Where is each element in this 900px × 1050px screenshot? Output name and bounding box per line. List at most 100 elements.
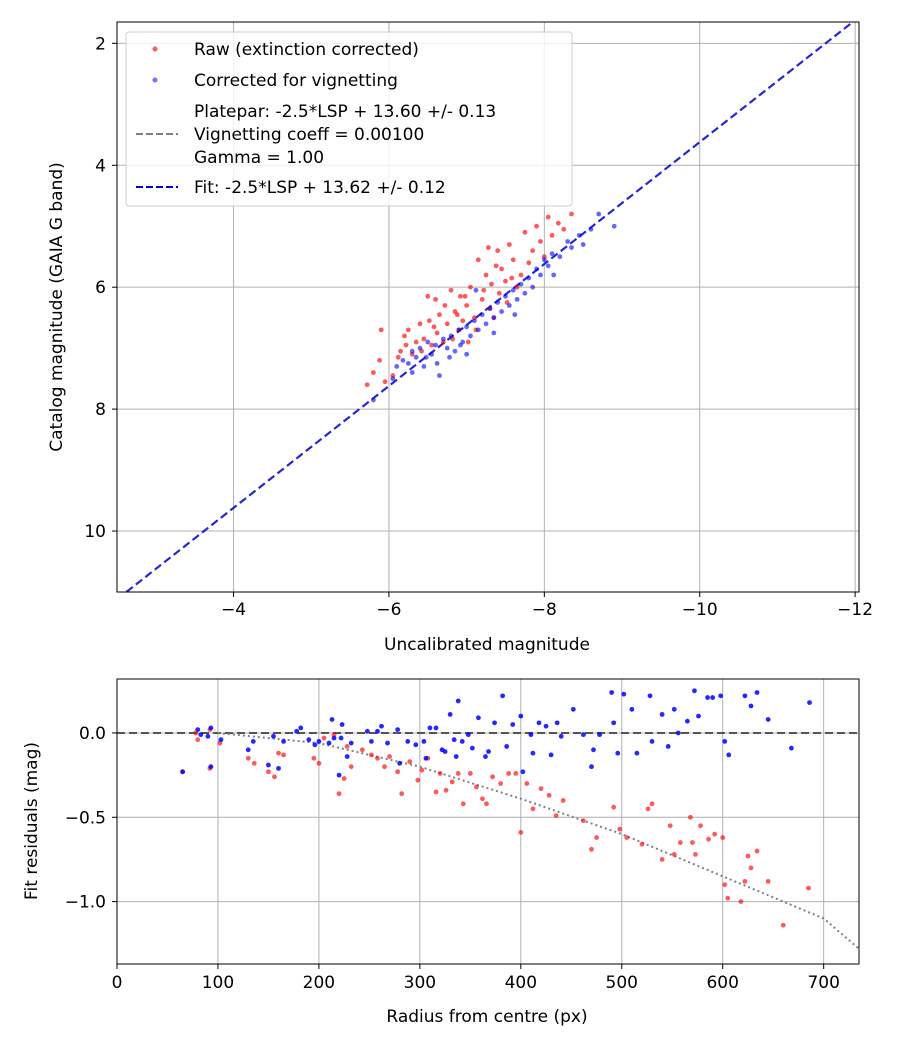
corrected-residual-point xyxy=(722,738,728,744)
corrected-residual-point xyxy=(492,720,497,726)
raw-residual-point xyxy=(745,853,751,859)
raw-point xyxy=(433,296,438,302)
corrected-point xyxy=(409,348,415,354)
raw-point xyxy=(526,260,532,266)
corrected-residual-point xyxy=(405,738,411,744)
raw-residual-point xyxy=(754,848,760,854)
corrected-residual-point xyxy=(647,693,653,699)
corrected-residual-point xyxy=(413,742,419,748)
raw-residual-point xyxy=(659,857,665,862)
raw-point xyxy=(530,248,536,254)
magnitude-calibration-chart: −4 −6 −8 −10 −12 2 4 6 8 10 Uncalibrated magnitud… xyxy=(47,21,873,655)
corrected-residual-point xyxy=(294,728,300,734)
corrected-point xyxy=(400,357,406,363)
corrected-point xyxy=(565,239,571,244)
corrected-point xyxy=(409,370,415,375)
raw-residual-point xyxy=(560,798,566,803)
legend-vignetting-label: Vignetting coeff = 0.00100 xyxy=(194,125,424,145)
corrected-point xyxy=(526,275,532,281)
raw-residual-point xyxy=(589,846,594,852)
corrected-residual-point xyxy=(621,691,627,697)
raw-residual-point xyxy=(348,764,354,770)
raw-residual-point xyxy=(473,784,479,790)
corrected-point xyxy=(487,306,493,311)
corrected-point xyxy=(452,348,458,354)
corrected-point xyxy=(576,232,582,238)
raw-residual-point xyxy=(712,831,718,837)
corrected-residual-point xyxy=(281,738,286,744)
raw-residual-point xyxy=(611,804,617,810)
corrected-point xyxy=(423,354,429,360)
raw-point xyxy=(518,272,524,278)
corrected-point xyxy=(491,315,497,321)
corrected-residual-point xyxy=(609,690,615,695)
corrected-point xyxy=(475,327,481,333)
raw-point xyxy=(464,303,470,308)
bottom-plot-area xyxy=(117,679,859,964)
corrected-residual-point xyxy=(748,703,754,709)
corrected-point xyxy=(390,376,396,382)
corrected-point xyxy=(421,364,427,369)
corrected-point xyxy=(425,339,431,345)
raw-point xyxy=(514,284,520,290)
raw-residual-point xyxy=(677,840,683,845)
corrected-residual-point xyxy=(659,712,665,717)
raw-residual-point xyxy=(336,791,342,797)
top-x-axis-label: Uncalibrated magnitude xyxy=(384,635,590,655)
corrected-point xyxy=(437,373,442,378)
corrected-residual-point xyxy=(442,749,448,754)
corrected-residual-point xyxy=(675,730,681,736)
corrected-residual-point xyxy=(518,713,524,719)
corrected-point xyxy=(447,354,452,360)
raw-residual-point xyxy=(581,818,586,824)
corrected-residual-point xyxy=(218,737,224,743)
corrected-residual-point xyxy=(195,727,201,732)
corrected-point xyxy=(503,293,508,299)
raw-residual-point xyxy=(722,882,728,888)
raw-residual-point xyxy=(433,789,439,795)
corrected-residual-point xyxy=(245,747,251,753)
corrected-residual-point xyxy=(807,700,812,706)
bottom-ticks: 0 100 200 300 400 500 600 700 0.0 −0.5 −1.0 xyxy=(65,724,840,993)
corrected-point xyxy=(483,321,489,327)
corrected-point xyxy=(444,345,450,351)
raw-residual-point xyxy=(276,750,281,756)
raw-residual-point xyxy=(720,835,726,840)
raw-point xyxy=(364,382,370,388)
corrected-point xyxy=(541,257,547,263)
legend-raw-marker xyxy=(152,46,158,52)
top-y-tick-label: 6 xyxy=(95,278,106,298)
residuals-chart: 0 100 200 300 400 500 600 700 0.0 −0.5 −1.0 Radius… xyxy=(22,678,860,1027)
corrected-point xyxy=(611,223,617,229)
raw-residual-point xyxy=(480,796,485,802)
bottom-x-tick-label: 700 xyxy=(807,973,839,993)
corrected-residual-point xyxy=(649,738,655,744)
raw-residual-point xyxy=(624,835,630,840)
corrected-residual-point xyxy=(298,725,304,731)
raw-point xyxy=(538,239,543,244)
top-points xyxy=(364,211,617,403)
corrected-point xyxy=(433,342,438,348)
corrected-point xyxy=(580,242,586,247)
corrected-residual-point xyxy=(504,744,510,749)
corrected-point xyxy=(491,330,497,336)
raw-residual-point xyxy=(506,771,512,776)
corrected-residual-point xyxy=(510,722,516,727)
raw-residual-point xyxy=(639,841,645,847)
corrected-residual-point xyxy=(455,698,461,704)
raw-point xyxy=(458,293,463,299)
raw-residual-point xyxy=(725,895,731,901)
corrected-residual-point xyxy=(486,749,491,754)
corrected-point xyxy=(534,266,539,272)
corrected-residual-point xyxy=(451,737,457,743)
legend: Raw (extinction corrected) Corrected for… xyxy=(125,31,573,207)
corrected-point xyxy=(394,364,400,369)
corrected-point xyxy=(596,211,602,217)
corrected-point xyxy=(468,333,473,339)
bottom-points xyxy=(180,688,812,928)
corrected-residual-point xyxy=(208,764,214,770)
corrected-residual-point xyxy=(615,750,621,756)
corrected-residual-point xyxy=(312,742,318,748)
corrected-point xyxy=(588,226,594,232)
raw-residual-point xyxy=(553,813,559,818)
